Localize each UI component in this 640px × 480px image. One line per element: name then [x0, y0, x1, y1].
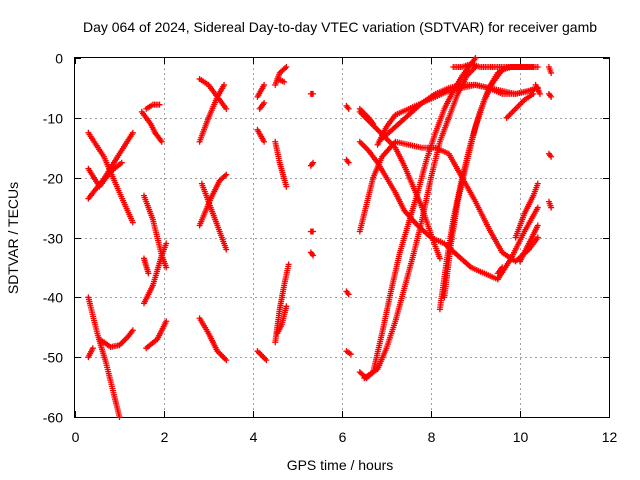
data-point — [129, 327, 136, 334]
y-tick-label: -40 — [43, 290, 63, 306]
data-point — [223, 171, 230, 178]
y-tick-label: -10 — [43, 111, 63, 127]
data-point — [261, 99, 268, 106]
data-point — [283, 63, 290, 70]
y-tick-label: -30 — [43, 231, 63, 247]
data-point — [116, 414, 123, 420]
x-tick-label: 12 — [602, 429, 618, 445]
data-point — [548, 153, 555, 160]
x-tick-label: 6 — [339, 429, 347, 445]
data-point — [310, 228, 317, 235]
data-point — [534, 222, 541, 229]
data-point — [534, 234, 541, 241]
data-point — [310, 159, 317, 166]
plot-frame — [74, 57, 610, 418]
data-points — [85, 55, 555, 420]
data-point — [261, 138, 268, 145]
data-point — [163, 240, 170, 247]
y-tick-label: -50 — [43, 350, 63, 366]
data-point — [548, 204, 555, 211]
data-point — [283, 303, 290, 310]
data-point — [548, 93, 555, 100]
data-point — [283, 183, 290, 190]
data-point — [223, 246, 230, 253]
data-point — [129, 129, 136, 136]
data-point — [530, 63, 537, 70]
data-point — [163, 264, 170, 271]
data-point — [548, 69, 555, 76]
data-point — [345, 105, 352, 112]
y-axis-label: SDTVAR / TECUs — [5, 182, 21, 294]
data-point — [129, 219, 136, 226]
data-point — [221, 81, 228, 88]
x-tick-label: 0 — [72, 429, 80, 445]
data-point — [223, 105, 230, 112]
data-point — [534, 204, 541, 211]
y-tick-label: -60 — [43, 410, 63, 426]
data-point — [223, 357, 230, 364]
y-tick-label: -20 — [43, 171, 63, 187]
x-axis-label: GPS time / hours — [287, 457, 394, 473]
data-point — [345, 291, 352, 298]
data-point — [263, 357, 270, 364]
data-point — [537, 90, 544, 97]
x-tick-label: 10 — [513, 429, 529, 445]
data-point — [285, 261, 292, 268]
data-point — [281, 78, 288, 85]
data-point — [345, 159, 352, 166]
data-point — [158, 138, 165, 145]
data-point — [145, 270, 152, 277]
tick-layer: 0 2 4 6 8 10 12 0 -10 -20 -30 -40 -50 -60 — [43, 51, 618, 446]
data-point — [118, 159, 125, 166]
data-point — [156, 101, 163, 108]
data-point — [436, 255, 443, 262]
data-point — [163, 318, 170, 325]
data-point — [499, 264, 506, 271]
chart-title: Day 064 of 2024, Sidereal Day-to-day VTE… — [83, 19, 597, 35]
x-tick-label: 8 — [428, 429, 436, 445]
y-tick-label: 0 — [55, 51, 63, 67]
data-point — [472, 55, 479, 61]
x-tick-label: 2 — [161, 429, 169, 445]
data-point — [368, 370, 375, 377]
data-point — [310, 252, 317, 259]
data-point — [89, 345, 96, 352]
data-point — [534, 180, 541, 187]
data-point — [221, 172, 228, 179]
data-point — [530, 90, 537, 97]
x-tick-label: 4 — [250, 429, 258, 445]
data-point — [282, 65, 289, 72]
data-point — [347, 351, 354, 358]
data-point — [261, 81, 268, 88]
data-point — [310, 90, 317, 97]
